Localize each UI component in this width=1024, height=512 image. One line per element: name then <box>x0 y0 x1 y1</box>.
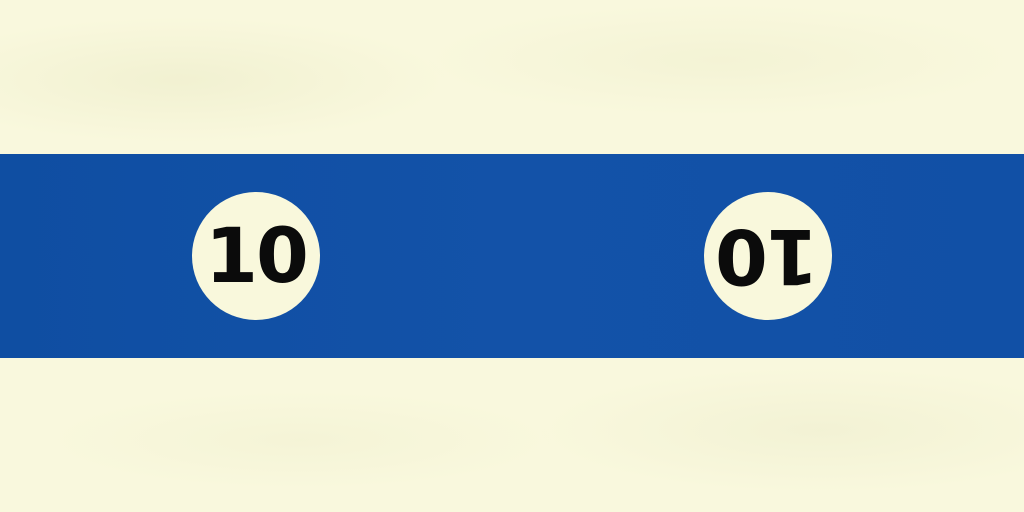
ball-number-label: 10 <box>205 211 309 300</box>
ball-stripe <box>0 154 1024 358</box>
number-circle-front: 10 <box>192 192 320 320</box>
ball-number-label-rotated: 10 <box>717 212 819 301</box>
number-circle-back: 10 <box>704 192 832 320</box>
